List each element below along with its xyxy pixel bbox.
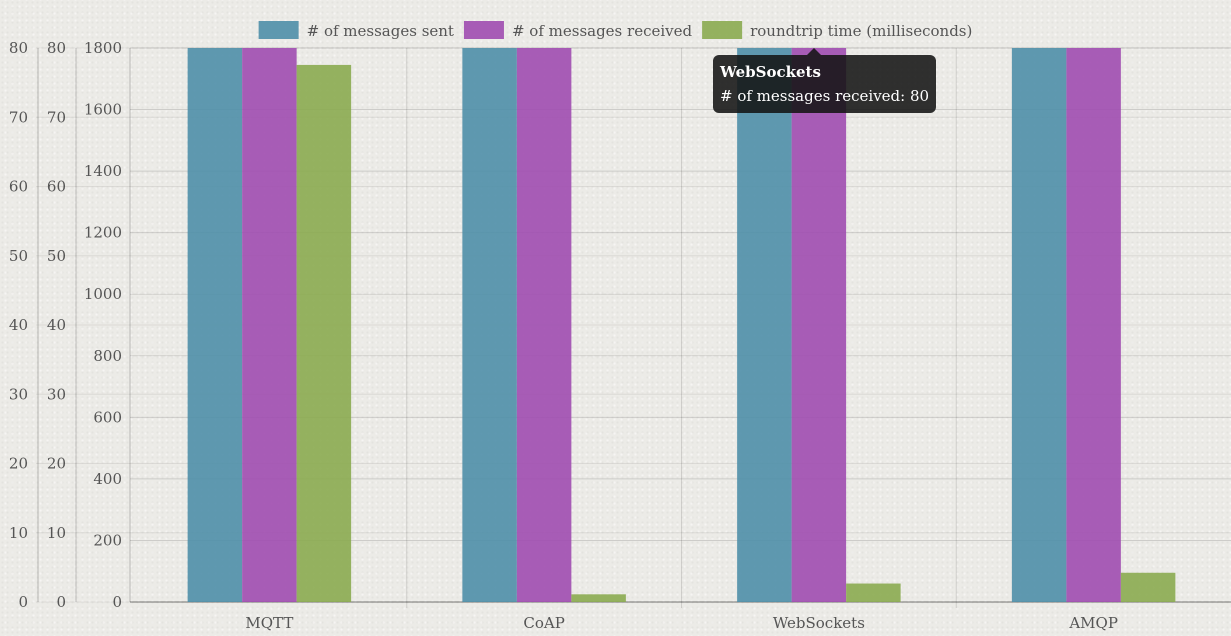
y-tick-main: 200 [93,531,122,549]
bar-mqtt-series-0[interactable] [187,48,243,602]
x-tick-label: AMQP [1068,614,1118,632]
x-tick-label: CoAP [523,614,564,632]
bar-amqp-series-0[interactable] [1011,48,1067,602]
y-tick-outer: 10 [9,524,28,542]
y-tick-main: 800 [93,347,122,365]
legend-swatch[interactable] [702,21,743,39]
bar-coap-series-2[interactable] [571,594,626,602]
y-tick-outer: 20 [9,455,28,473]
chart-tooltip: WebSockets # of messages received: 80 [713,48,937,113]
legend-label[interactable]: # of messages sent [307,22,454,40]
y-tick-outer: 40 [9,316,28,334]
y-tick-inner: 40 [47,316,66,334]
y-tick-main: 0 [112,593,122,611]
y-tick-main: 400 [93,470,122,488]
tooltip-caret [807,48,821,55]
legend-label[interactable]: # of messages received [512,22,693,40]
bar-websockets-series-2[interactable] [846,583,901,602]
bar-websockets-series-1[interactable] [791,48,847,602]
y-tick-main: 1800 [84,39,122,57]
y-tick-outer: 60 [9,178,28,196]
legend-swatch[interactable] [258,21,299,39]
y-tick-main: 1000 [84,285,122,303]
y-axes: 0200400600800100012001400160018000102030… [9,39,122,611]
bar-amqp-series-1[interactable] [1066,48,1121,602]
bar-mqtt-series-2[interactable] [296,64,352,602]
bar-amqp-series-2[interactable] [1120,572,1176,602]
y-tick-inner: 20 [47,455,66,473]
y-tick-inner: 10 [47,524,66,542]
y-tick-outer: 70 [9,108,28,126]
y-tick-main: 1200 [84,224,122,242]
bars [187,48,1176,602]
y-tick-outer: 0 [18,593,28,611]
y-tick-inner: 0 [56,593,66,611]
y-tick-main: 1600 [84,101,122,119]
x-tick-label: MQTT [245,614,293,632]
y-tick-inner: 80 [47,39,66,57]
legend-label[interactable]: roundtrip time (milliseconds) [750,22,972,40]
legend: # of messages sent # of messages received… [258,21,972,40]
y-tick-outer: 50 [9,247,28,265]
y-tick-outer: 80 [9,39,28,57]
bar-coap-series-1[interactable] [516,48,572,602]
y-tick-inner: 70 [47,108,66,126]
y-tick-outer: 30 [9,385,28,403]
tooltip-label: # of messages received: 80 [720,87,930,105]
y-tick-inner: 60 [47,178,66,196]
y-tick-inner: 30 [47,385,66,403]
x-axis-labels: MQTT CoAP WebSockets AMQP [245,614,1118,632]
y-tick-inner: 50 [47,247,66,265]
tooltip-title: WebSockets [720,63,821,81]
y-tick-main: 600 [93,408,122,426]
bar-websockets-series-0[interactable] [737,48,792,602]
legend-swatch[interactable] [463,21,504,39]
y-tick-main: 1400 [84,162,122,180]
bar-coap-series-0[interactable] [462,48,517,602]
x-tick-label: WebSockets [773,614,865,632]
bar-mqtt-series-1[interactable] [242,48,297,602]
